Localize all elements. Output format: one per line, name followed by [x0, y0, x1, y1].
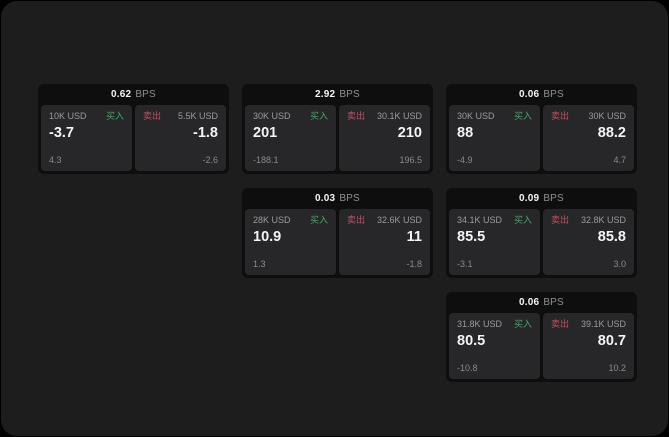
sell-delta: 3.0	[613, 259, 626, 269]
quote-card: 2.92 BPS 30K USD 买入 201 -188.1 卖出 30.1K …	[242, 84, 433, 174]
sell-volume: 32.6K USD	[376, 215, 422, 225]
buy-side-label: 买入	[513, 215, 532, 225]
sell-side-label: 卖出	[551, 111, 570, 121]
buy-side-label: 买入	[513, 111, 532, 121]
bps-unit-label: BPS	[339, 193, 360, 204]
sell-side-label: 卖出	[347, 215, 366, 225]
sell-delta: -1.8	[406, 259, 422, 269]
sell-delta: 10.2	[608, 363, 626, 373]
buy-panel[interactable]: 28K USD 买入 10.9 1.3	[245, 209, 336, 275]
panels-row: 30K USD 买入 201 -188.1 卖出 30.1K USD 210 1…	[245, 105, 430, 171]
bps-value: 0.03	[315, 193, 336, 204]
sell-price: 80.7	[597, 333, 626, 349]
sell-price: 11	[406, 229, 422, 245]
card-header: 0.06 BPS	[449, 84, 634, 105]
buy-volume: 10K USD	[49, 111, 87, 121]
buy-volume: 31.8K USD	[457, 319, 503, 329]
buy-delta: -188.1	[253, 155, 279, 165]
buy-delta: -10.8	[457, 363, 478, 373]
sell-price: 210	[397, 125, 422, 141]
sell-volume: 30K USD	[588, 111, 626, 121]
buy-panel[interactable]: 10K USD 买入 -3.7 4.3	[41, 105, 132, 171]
quote-card: 0.09 BPS 34.1K USD 买入 85.5 -3.1 卖出 32.8K…	[446, 188, 637, 278]
buy-volume: 28K USD	[253, 215, 291, 225]
card-header: 0.06 BPS	[449, 292, 634, 313]
bps-unit-label: BPS	[543, 193, 564, 204]
panels-row: 34.1K USD 买入 85.5 -3.1 卖出 32.8K USD 85.8…	[449, 209, 634, 275]
sell-volume: 32.8K USD	[580, 215, 626, 225]
sell-price: 88.2	[597, 125, 626, 141]
buy-price: 201	[253, 125, 278, 141]
buy-side-label: 买入	[513, 319, 532, 329]
panels-row: 28K USD 买入 10.9 1.3 卖出 32.6K USD 11 -1.8	[245, 209, 430, 275]
quote-card: 0.06 BPS 30K USD 买入 88 -4.9 卖出 30K USD 8…	[446, 84, 637, 174]
sell-panel[interactable]: 卖出 32.8K USD 85.8 3.0	[543, 209, 634, 275]
buy-panel[interactable]: 31.8K USD 买入 80.5 -10.8	[449, 313, 540, 379]
buy-panel[interactable]: 34.1K USD 买入 85.5 -3.1	[449, 209, 540, 275]
buy-side-label: 买入	[309, 111, 328, 121]
buy-price: -3.7	[49, 125, 74, 141]
sell-side-label: 卖出	[143, 111, 162, 121]
panels-row: 10K USD 买入 -3.7 4.3 卖出 5.5K USD -1.8 -2.…	[41, 105, 226, 171]
sell-volume: 30.1K USD	[376, 111, 422, 121]
card-header: 2.92 BPS	[245, 84, 430, 105]
bps-unit-label: BPS	[135, 89, 156, 100]
card-header: 0.03 BPS	[245, 188, 430, 209]
panels-row: 31.8K USD 买入 80.5 -10.8 卖出 39.1K USD 80.…	[449, 313, 634, 379]
buy-volume: 34.1K USD	[457, 215, 503, 225]
sell-side-label: 卖出	[551, 215, 570, 225]
sell-panel[interactable]: 卖出 32.6K USD 11 -1.8	[339, 209, 430, 275]
quote-card: 0.03 BPS 28K USD 买入 10.9 1.3 卖出 32.6K US…	[242, 188, 433, 278]
quote-card: 0.62 BPS 10K USD 买入 -3.7 4.3 卖出 5.5K USD…	[38, 84, 229, 174]
card-header: 0.09 BPS	[449, 188, 634, 209]
buy-delta: -3.1	[457, 259, 473, 269]
sell-volume: 39.1K USD	[580, 319, 626, 329]
buy-panel[interactable]: 30K USD 买入 201 -188.1	[245, 105, 336, 171]
sell-delta: 196.5	[399, 155, 422, 165]
sell-side-label: 卖出	[347, 111, 366, 121]
buy-price: 80.5	[457, 333, 486, 349]
buy-panel[interactable]: 30K USD 买入 88 -4.9	[449, 105, 540, 171]
buy-price: 10.9	[253, 229, 282, 245]
quote-card-grid: 0.62 BPS 10K USD 买入 -3.7 4.3 卖出 5.5K USD…	[38, 84, 637, 382]
bps-value: 0.06	[519, 89, 540, 100]
buy-delta: 4.3	[49, 155, 62, 165]
bps-unit-label: BPS	[543, 89, 564, 100]
sell-delta: -2.6	[202, 155, 218, 165]
bps-value: 0.09	[519, 193, 540, 204]
buy-delta: -4.9	[457, 155, 473, 165]
buy-price: 85.5	[457, 229, 486, 245]
sell-panel[interactable]: 卖出 5.5K USD -1.8 -2.6	[135, 105, 226, 171]
sell-price: 85.8	[597, 229, 626, 245]
bps-value: 0.62	[111, 89, 132, 100]
quote-card: 0.06 BPS 31.8K USD 买入 80.5 -10.8 卖出 39.1…	[446, 292, 637, 382]
sell-side-label: 卖出	[551, 319, 570, 329]
buy-side-label: 买入	[309, 215, 328, 225]
buy-price: 88	[457, 125, 474, 141]
sell-delta: 4.7	[613, 155, 626, 165]
bps-unit-label: BPS	[339, 89, 360, 100]
sell-panel[interactable]: 卖出 30K USD 88.2 4.7	[543, 105, 634, 171]
buy-side-label: 买入	[105, 111, 124, 121]
sell-panel[interactable]: 卖出 30.1K USD 210 196.5	[339, 105, 430, 171]
bps-value: 0.06	[519, 297, 540, 308]
buy-volume: 30K USD	[457, 111, 495, 121]
buy-volume: 30K USD	[253, 111, 291, 121]
panels-row: 30K USD 买入 88 -4.9 卖出 30K USD 88.2 4.7	[449, 105, 634, 171]
buy-delta: 1.3	[253, 259, 266, 269]
bps-value: 2.92	[315, 89, 336, 100]
sell-panel[interactable]: 卖出 39.1K USD 80.7 10.2	[543, 313, 634, 379]
sell-price: -1.8	[193, 125, 218, 141]
sell-volume: 5.5K USD	[177, 111, 218, 121]
card-header: 0.62 BPS	[41, 84, 226, 105]
bps-unit-label: BPS	[543, 297, 564, 308]
